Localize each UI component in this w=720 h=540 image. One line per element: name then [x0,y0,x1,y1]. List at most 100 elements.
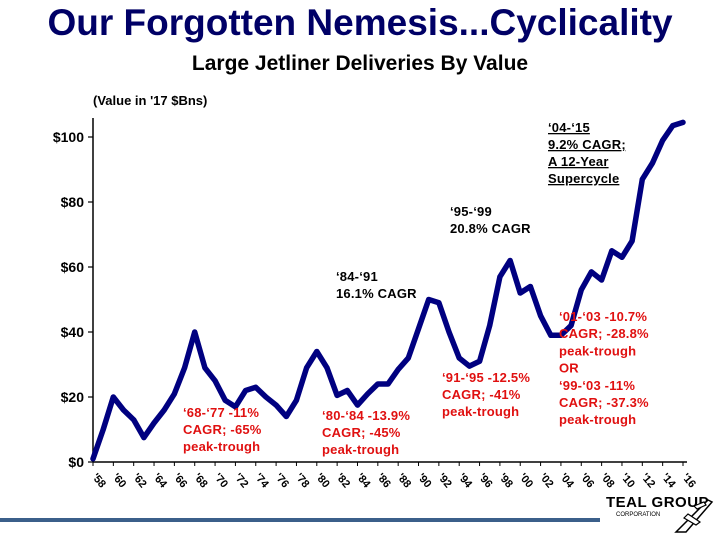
footer-bar [0,518,600,522]
y-tick-label: $100 [53,129,84,145]
data-point [243,388,249,393]
unit-label: (Value in '17 $Bns) [93,93,208,108]
annotation-95-99-line: ‘95-‘99 [450,204,492,219]
data-point [151,420,157,426]
data-point [538,313,544,319]
x-tick-label: '14 [659,471,678,491]
data-point [680,119,686,125]
data-point [344,388,350,393]
data-point [619,254,625,260]
annotation-68-77-line: CAGR; -65% [183,422,262,437]
data-point [324,365,330,371]
data-point [558,332,564,338]
annotation-04-15-line: A 12-Year [548,154,609,169]
data-point [507,258,513,263]
x-axis-ticks: '58'60'62'64'66'68'70'72'74'76'78'80'82 '… [89,462,698,491]
x-tick-label: '96 [476,471,495,490]
data-point [161,407,167,413]
data-point [578,287,584,293]
teal-group-logo: TEAL GROUP CORPORATION [604,492,716,538]
annotation-80-84-line: ‘80-‘84 -13.9% [322,408,410,423]
data-point [395,366,401,372]
data-point [334,392,340,398]
x-tick-label: '66 [171,471,190,490]
data-point [487,323,493,328]
data-point [141,435,147,441]
data-point [314,349,320,354]
annotation-91-95-line: ‘91-‘95 -12.5% [442,370,530,385]
annotation-04-15-line: Supercycle [548,171,619,186]
annotation-04-15-line: 9.2% CAGR; [548,137,626,152]
data-point [253,384,259,390]
annotation-95-99-line: 20.8% CAGR [450,221,531,236]
annotation-layer: ‘68-‘77 -11% CAGR; -65% peak-trough ‘80-‘84… [183,120,649,457]
chart-axes [92,118,687,463]
x-tick-label: '74 [252,471,271,491]
data-point [446,329,452,335]
chart-subtitle: Large Jetliner Deliveries By Value [191,52,529,75]
data-point [100,427,106,432]
x-tick-label: '68 [191,471,210,490]
x-tick-label: '88 [394,471,413,490]
x-tick-label: '64 [150,471,169,491]
x-tick-label: '76 [272,471,291,490]
page-title: Our Forgotten Nemesis...Cyclicality [47,2,673,43]
data-point [670,123,676,129]
data-point [477,358,483,364]
data-point [121,407,126,413]
y-tick-label: $0 [68,454,84,470]
data-point [405,355,411,361]
data-point [517,290,523,296]
logo-tagline: CORPORATION [616,512,661,518]
data-point [365,391,371,397]
data-point [629,238,635,244]
data-point [232,404,238,410]
data-point [385,381,391,387]
data-point [263,394,269,400]
data-point [609,248,615,254]
y-tick-label: $80 [61,194,85,210]
x-tick-label: '72 [232,471,251,490]
data-point [639,176,645,182]
y-tick-label: $40 [61,324,85,340]
annotation-01-03-line: CAGR; -37.3% [559,395,649,410]
x-tick-label: '86 [374,471,393,490]
series-layer [90,119,686,462]
x-tick-label: '08 [598,471,617,490]
x-tick-label: '78 [293,471,312,490]
x-tick-label: '98 [496,471,515,490]
data-point [497,274,503,280]
data-point [202,365,208,371]
data-point [660,137,666,143]
y-tick-label: $20 [61,389,85,405]
annotation-91-95-line: peak-trough [442,404,519,419]
data-point [436,300,442,306]
y-tick-label: $60 [61,259,85,275]
annotation-68-77-line: ‘68-‘77 -11% [183,405,259,420]
x-tick-label: '58 [89,471,108,490]
annotation-84-91-line: 16.1% CAGR [336,286,417,301]
data-point [588,269,594,275]
annotation-84-91-line: ‘84-‘91 [336,269,378,284]
annotation-80-84-line: CAGR; -45% [322,425,401,440]
y-axis-ticks: $0 $20 $40 $60 $80 $100 [53,129,93,470]
data-point [90,456,96,462]
x-tick-label: '12 [639,471,658,490]
annotation-01-03-line: peak-trough [559,343,636,358]
data-point [293,397,299,403]
data-point [273,402,279,408]
data-point [192,329,198,335]
data-point [171,391,177,397]
data-point [456,355,462,361]
data-point [304,365,310,371]
data-point [466,363,472,369]
data-point [527,284,533,289]
annotation-91-95-line: CAGR; -41% [442,387,521,402]
annotation-01-03-line: CAGR; -28.8% [559,326,649,341]
annotation-01-03-line: peak-trough [559,412,636,427]
x-tick-label: '04 [557,471,576,491]
x-tick-label: '82 [333,471,352,490]
data-point [650,160,655,166]
x-tick-label: '00 [517,471,536,490]
